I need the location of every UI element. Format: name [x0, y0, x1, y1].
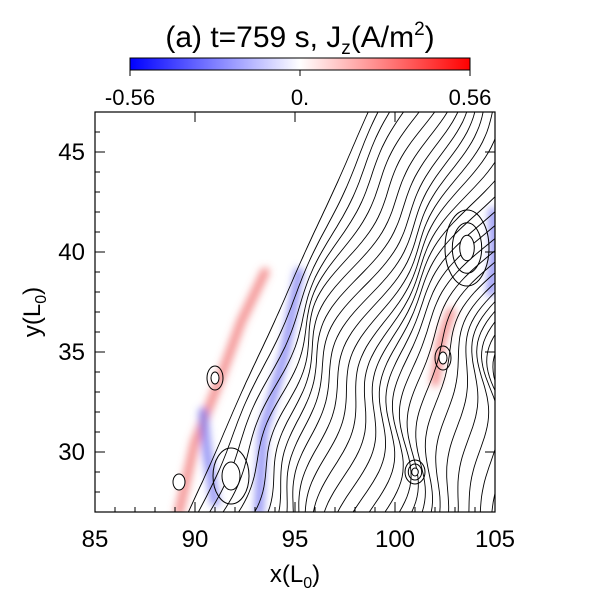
field-line: [424, 272, 495, 512]
field-line: [546, 102, 590, 522]
y-axis-label-subscript: 0: [33, 295, 50, 304]
island-contour: [172, 473, 186, 491]
field-line: [323, 161, 495, 512]
field-line: [500, 102, 590, 522]
colorbar: [129, 57, 471, 71]
field-line: [457, 300, 495, 512]
field-line: [352, 196, 495, 512]
current-sheet-negative: [254, 267, 304, 512]
x-axis-label-subscript: 0: [303, 575, 312, 590]
y-axis-label-main: y(L: [19, 304, 46, 337]
field-line: [197, 112, 379, 512]
chart-title-prefix: (a) t=759 s, J: [165, 21, 341, 54]
island-contour: [451, 222, 483, 274]
x-axis-label: x(L0): [270, 561, 320, 590]
x-tick-label: 95: [282, 526, 309, 553]
x-tick-label: 100: [375, 526, 415, 553]
field-line: [492, 352, 495, 383]
x-axis-label-close: ): [312, 561, 320, 588]
axes: 85 90 95 100 105 30 35 40 45: [58, 111, 515, 553]
island-contour: [404, 459, 426, 485]
field-line: [278, 112, 459, 512]
chart-title-subscript: z: [341, 38, 351, 59]
field-line: [533, 102, 590, 522]
y-tick-label: 45: [58, 139, 85, 166]
field-line: [398, 237, 495, 512]
field-line: [520, 102, 590, 522]
field-line: [304, 112, 493, 512]
colorbar-label-min: -0.56: [105, 85, 155, 110]
field-line: [222, 112, 405, 512]
x-tick-label: 90: [182, 526, 209, 553]
field-line: [209, 112, 391, 512]
chart-title-suffix: (A/m: [351, 21, 414, 54]
chart-title-superscript: 2: [414, 19, 425, 40]
field-line: [337, 179, 495, 512]
field-line: [446, 291, 495, 512]
field-line: [187, 112, 369, 512]
field-line: [267, 112, 448, 512]
field-line: [292, 112, 476, 512]
island-contour: [434, 345, 452, 371]
island-contour: [210, 371, 220, 385]
field-line: [298, 112, 484, 512]
field-lines: [187, 102, 590, 522]
plot-area: [95, 102, 590, 522]
field-line: [583, 102, 590, 522]
island-contour: [206, 365, 224, 391]
field-line: [573, 102, 590, 522]
field-line: [286, 112, 468, 512]
island-contour: [444, 209, 490, 287]
field-line: [586, 102, 590, 522]
x-tick-label: 105: [475, 526, 515, 553]
chart-title-close: ): [425, 21, 435, 54]
colorbar-label-max: 0.56: [449, 85, 492, 110]
y-tick-label: 30: [58, 439, 85, 466]
field-line: [486, 333, 495, 512]
island-contour: [212, 447, 250, 505]
field-line: [238, 112, 420, 512]
island-contour: [438, 351, 448, 365]
field-line: [384, 224, 495, 512]
y-axis-label: y(L0): [19, 287, 50, 337]
current-sheet-positive: [430, 307, 456, 387]
y-tick-label: 35: [58, 339, 85, 366]
field-line: [415, 261, 495, 512]
field-line: [479, 321, 495, 512]
chart-title: (a) t=759 s, Jz(A/m2): [165, 19, 434, 59]
y-axis-label-close: ): [19, 287, 46, 295]
field-line: [559, 102, 590, 522]
island-contour: [221, 461, 241, 491]
field-line: [312, 137, 495, 512]
current-sheet-negative: [486, 207, 495, 297]
x-tick-label: 85: [82, 526, 109, 553]
current-sheet-positive: [174, 267, 270, 512]
field-line: [510, 102, 590, 522]
field-line: [368, 211, 495, 512]
y-tick-label: 40: [58, 239, 85, 266]
island-contour: [411, 467, 419, 477]
colorbar-ticks: [129, 70, 471, 76]
x-axis-label-main: x(L: [270, 561, 303, 588]
field-line: [468, 310, 495, 512]
magnetic-islands: [172, 209, 490, 505]
field-line: [435, 282, 495, 512]
colorbar-label-mid: 0.: [291, 85, 309, 110]
island-contour: [407, 463, 423, 481]
field-line: [254, 112, 436, 512]
field-line: [406, 250, 495, 512]
island-contour: [459, 234, 475, 262]
